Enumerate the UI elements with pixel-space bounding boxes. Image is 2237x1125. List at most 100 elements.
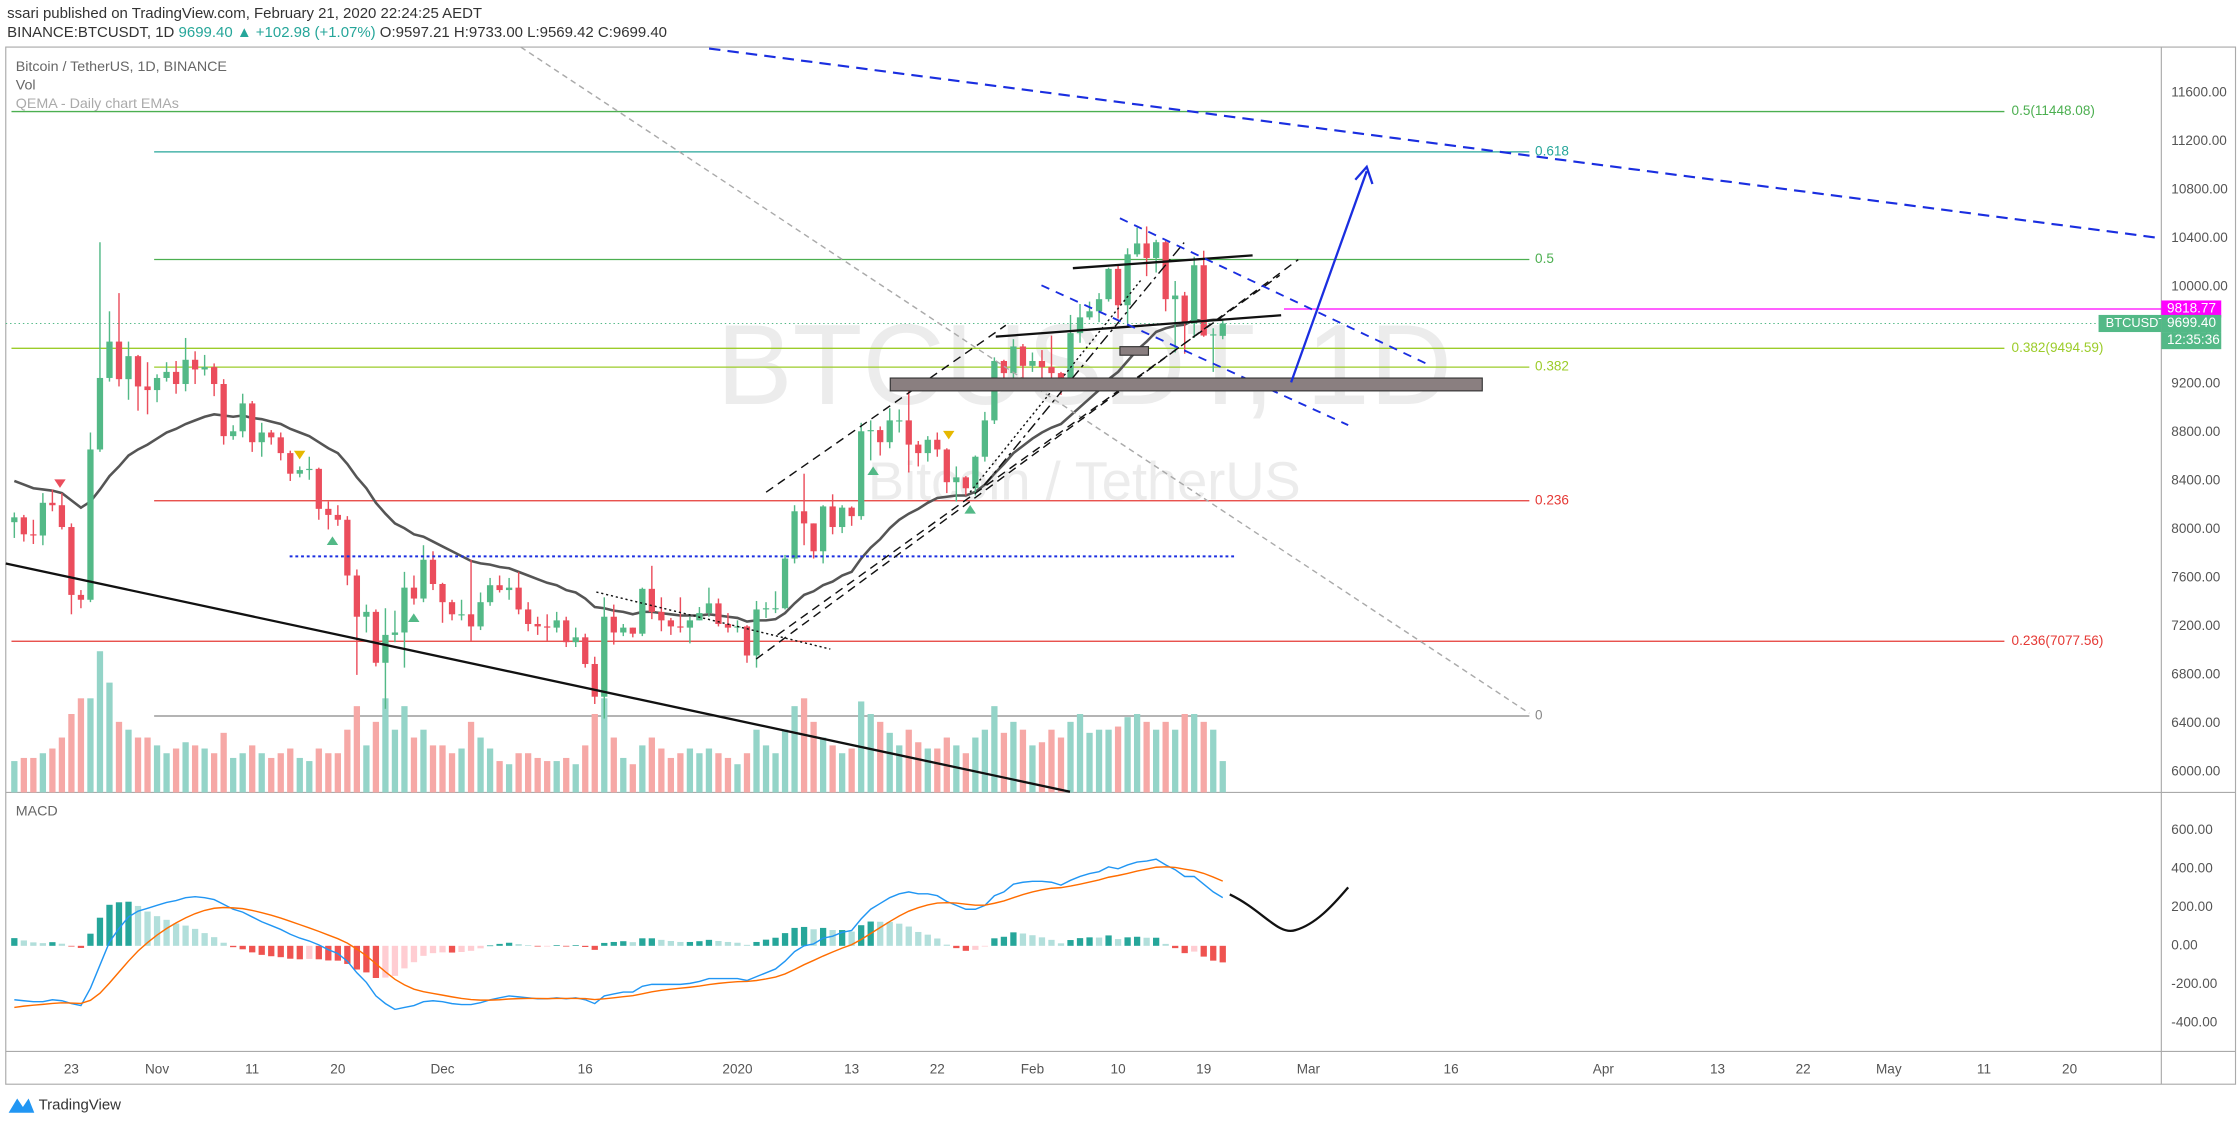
candle-body bbox=[829, 506, 836, 528]
macd-histogram-bar bbox=[30, 942, 37, 946]
candle-body bbox=[819, 506, 827, 552]
candle-body bbox=[915, 444, 922, 454]
candle-body bbox=[1076, 317, 1084, 334]
macd-histogram-bar bbox=[829, 930, 836, 946]
volume-bar bbox=[515, 753, 522, 793]
volume-bar bbox=[115, 721, 123, 793]
volume-bar bbox=[496, 761, 503, 793]
trend-line bbox=[5, 562, 1071, 793]
candle-body bbox=[20, 517, 27, 535]
macd-histogram-bar bbox=[58, 943, 66, 946]
volume-bar bbox=[486, 748, 494, 793]
volume-bar bbox=[87, 698, 94, 793]
macd-histogram-bar bbox=[981, 945, 989, 947]
macd-histogram-bar bbox=[268, 945, 275, 957]
y-tick-label: 9200.00 bbox=[2171, 376, 2220, 391]
x-tick-label: Dec bbox=[430, 1062, 454, 1077]
volume-bar bbox=[696, 753, 703, 793]
candle-body bbox=[934, 439, 941, 450]
macd-histogram-bar bbox=[382, 945, 389, 978]
candle-body bbox=[1219, 323, 1226, 336]
macd-histogram-bar bbox=[1086, 937, 1093, 946]
macd-histogram-bar bbox=[582, 945, 589, 947]
macd-tick-label: 600.00 bbox=[2171, 822, 2212, 837]
candle-body bbox=[230, 431, 237, 437]
ema-line bbox=[13, 318, 1223, 623]
volume-bar bbox=[467, 721, 475, 793]
volume-bar bbox=[1019, 729, 1027, 793]
candle-body bbox=[972, 456, 979, 489]
volume-bar bbox=[58, 737, 66, 793]
price-line-label: 9818.77 bbox=[2167, 301, 2216, 316]
macd-histogram-bar bbox=[762, 939, 770, 946]
volume-bar bbox=[639, 745, 646, 793]
volume-bar bbox=[182, 742, 189, 793]
candle-body bbox=[486, 585, 494, 603]
fib-label: 0.236(7077.56) bbox=[2012, 633, 2104, 648]
macd-histogram-bar bbox=[39, 943, 47, 946]
x-tick-label: Mar bbox=[1297, 1062, 1321, 1077]
symbol: BINANCE:BTCUSDT, 1D bbox=[7, 24, 174, 41]
candle-body bbox=[867, 430, 874, 432]
candle-body bbox=[58, 505, 66, 528]
macd-histogram-bar bbox=[287, 945, 294, 959]
volume-bar bbox=[953, 745, 960, 793]
candle-body bbox=[677, 626, 684, 628]
volume-bar bbox=[734, 764, 741, 793]
channel-line bbox=[765, 324, 1007, 493]
candle-body bbox=[848, 507, 855, 517]
signal-marker bbox=[964, 505, 976, 514]
candle-body bbox=[1086, 311, 1093, 318]
candle-body bbox=[772, 608, 779, 610]
x-tick-label: 16 bbox=[1444, 1062, 1459, 1077]
macd-histogram-bar bbox=[353, 945, 361, 970]
volume-bar bbox=[1219, 761, 1226, 793]
volume-bar bbox=[563, 757, 570, 793]
candle-body bbox=[372, 611, 380, 663]
signal-marker bbox=[293, 450, 306, 460]
macd-histogram-bar bbox=[667, 941, 675, 946]
macd-histogram-bar bbox=[448, 945, 456, 953]
volume-bar bbox=[534, 757, 541, 793]
candle-body bbox=[363, 611, 370, 617]
candle-body bbox=[753, 609, 760, 656]
volume-bar bbox=[924, 748, 931, 793]
y-tick-label: 8400.00 bbox=[2171, 473, 2220, 488]
change: ▲ +102.98 (+1.07%) bbox=[237, 24, 376, 41]
volume-bar bbox=[867, 714, 874, 793]
candle-body bbox=[268, 432, 275, 438]
candle-body bbox=[68, 527, 75, 595]
macd-histogram-bar bbox=[1191, 945, 1198, 952]
ohlc-low: L:9569.42 bbox=[527, 24, 594, 41]
macd-histogram-bar bbox=[1048, 939, 1055, 946]
volume-bar bbox=[505, 764, 513, 793]
macd-tick-label: 200.00 bbox=[2171, 899, 2212, 914]
macd-histogram-bar bbox=[315, 945, 322, 960]
x-tick-label: 20 bbox=[2062, 1062, 2077, 1077]
candle-body bbox=[715, 603, 722, 624]
fib-label: 0.5 bbox=[1535, 251, 1554, 266]
macd-histogram-bar bbox=[953, 945, 960, 949]
volume-bar bbox=[477, 737, 484, 793]
candle-body bbox=[610, 616, 617, 633]
volume-bar bbox=[553, 761, 560, 793]
volume-bar bbox=[991, 706, 998, 793]
volume-bar bbox=[1057, 737, 1065, 793]
macd-histogram-bar bbox=[534, 945, 541, 947]
watermark-symbol: BTCUSDT, 1D bbox=[717, 302, 1452, 429]
volume-bar bbox=[1200, 721, 1207, 793]
macd-histogram-bar bbox=[1153, 937, 1160, 946]
macd-histogram-bar bbox=[724, 941, 732, 946]
volume-bar bbox=[781, 729, 789, 793]
macd-histogram-bar bbox=[163, 919, 170, 946]
volume-bar bbox=[220, 732, 227, 793]
candle-body bbox=[591, 663, 598, 697]
macd-histogram-bar bbox=[344, 945, 351, 964]
candle-body bbox=[325, 508, 332, 515]
volume-bar bbox=[724, 757, 732, 793]
candle-body bbox=[87, 449, 94, 600]
macd-histogram-bar bbox=[991, 938, 998, 946]
volume-bar bbox=[172, 748, 180, 793]
fib-label: 0.5(11448.08) bbox=[2012, 103, 2095, 118]
